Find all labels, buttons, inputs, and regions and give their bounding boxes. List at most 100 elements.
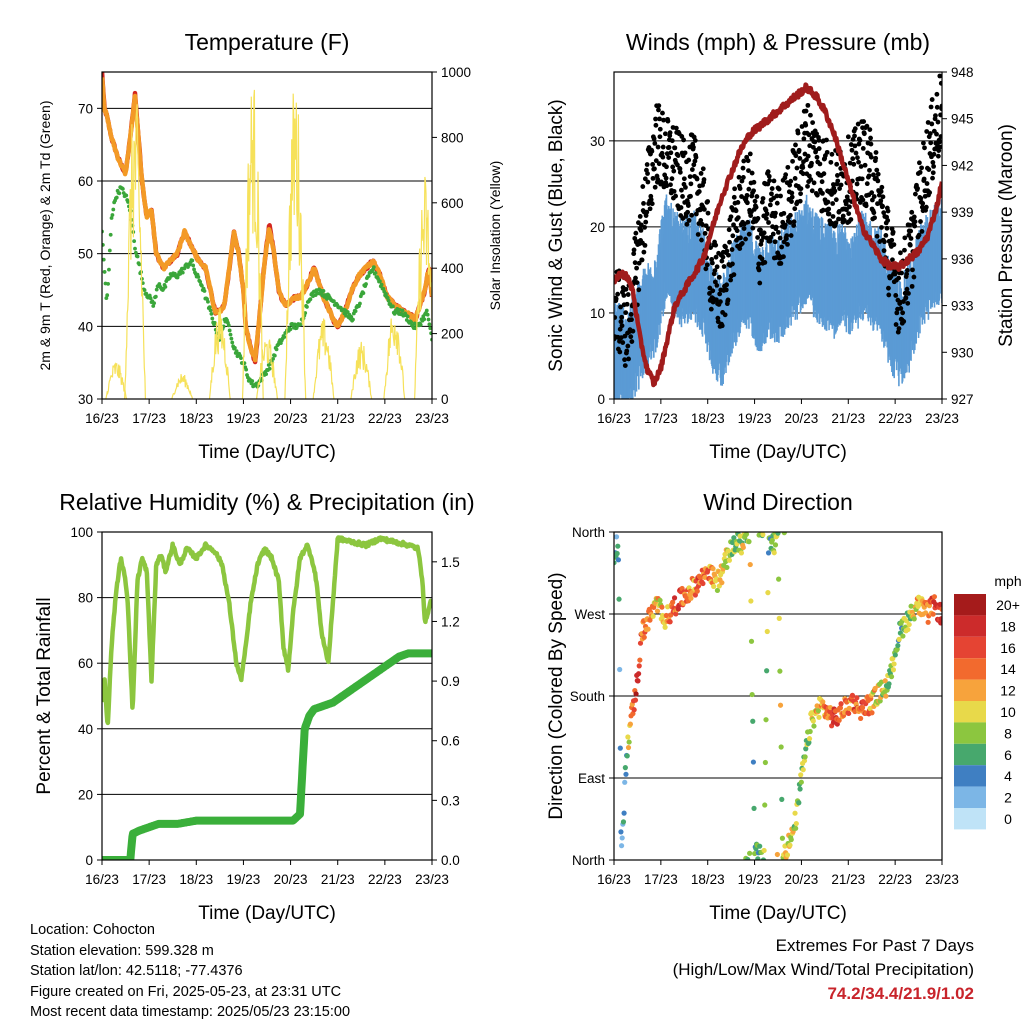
direction-point (614, 534, 620, 540)
gust-point (860, 197, 866, 203)
direction-point (751, 805, 757, 811)
direction-point (777, 702, 784, 708)
x-tick-label: 18/23 (179, 872, 213, 887)
direction-point (846, 710, 852, 717)
gust-point (710, 260, 715, 266)
gust-point (751, 188, 756, 194)
gust-point (693, 211, 699, 217)
dewpoint-point (191, 263, 196, 268)
chart-title: Winds (mph) & Pressure (mb) (626, 29, 930, 55)
gust-point (790, 158, 795, 164)
gust-point (843, 201, 849, 207)
plot-frame (613, 531, 943, 861)
gust-point (808, 177, 814, 182)
dewpoint-point (107, 248, 112, 253)
gust-point (879, 225, 884, 230)
gust-point (904, 286, 910, 292)
gust-point (864, 181, 870, 187)
gust-point (840, 213, 846, 219)
direction-point (806, 736, 813, 742)
gust-point (909, 283, 915, 289)
dewpoint-point (250, 379, 255, 383)
gust-point (934, 104, 940, 110)
direction-point (859, 705, 866, 711)
direction-point (776, 576, 782, 582)
gust-point (879, 184, 885, 190)
gust-point (877, 239, 883, 244)
gust-point (717, 291, 723, 297)
gust-point (624, 301, 630, 307)
gust-point (938, 134, 942, 139)
gust-point (797, 156, 803, 161)
gust-point (774, 200, 780, 206)
solar-spike (284, 93, 307, 399)
y-tick-label: 40 (78, 319, 93, 334)
gust-point (661, 117, 666, 123)
y2-tick-label: 800 (441, 130, 464, 145)
direction-point (858, 715, 864, 722)
dewpoint-point (182, 266, 187, 271)
direction-point (892, 652, 898, 658)
direction-point (615, 557, 622, 563)
dewpoint-point (384, 292, 388, 296)
gust-point (679, 134, 685, 139)
chart-panel-3: Relative Humidity (%) & Precipitation (i… (34, 489, 475, 924)
gust-point (775, 229, 781, 235)
gust-point (824, 149, 830, 155)
y2-tick-label: 1000 (441, 65, 471, 80)
direction-point (778, 744, 784, 750)
gust-point (672, 145, 678, 151)
dewpoint-point (379, 282, 384, 287)
gust-point (648, 197, 654, 203)
gust-point (825, 199, 831, 205)
gust-point (665, 118, 671, 124)
gust-point (724, 248, 730, 254)
gust-point (649, 201, 655, 207)
direction-point (896, 636, 902, 642)
gust-point (681, 137, 687, 143)
gust-point (893, 293, 899, 298)
direction-point (618, 843, 625, 849)
direction-point (765, 550, 772, 556)
gust-point (928, 140, 934, 146)
gust-point (937, 144, 942, 150)
gust-point (634, 265, 639, 271)
direction-point (663, 612, 669, 619)
gust-point (835, 173, 840, 178)
gust-point (637, 214, 643, 219)
legend-label: 4 (1004, 768, 1012, 784)
direction-point (891, 661, 897, 667)
y-tick-label: 0 (597, 392, 605, 407)
gust-point (935, 119, 941, 125)
x-tick-label: 16/23 (85, 872, 119, 887)
y2-tick-label: 948 (951, 65, 974, 80)
direction-point (938, 620, 942, 626)
dewpoint-point (163, 285, 168, 289)
dewpoint-point (133, 250, 138, 255)
direction-point (798, 779, 804, 785)
gust-point (834, 161, 840, 167)
direction-point (748, 598, 754, 604)
gust-point (644, 209, 650, 215)
direction-point (621, 810, 627, 816)
y-tick-label: 0 (85, 853, 93, 868)
dewpoint-point (353, 309, 358, 314)
gust-point (773, 224, 779, 230)
gust-point (918, 195, 924, 201)
gust-point (767, 202, 773, 208)
dewpoint-point (232, 346, 237, 350)
direction-point (798, 772, 804, 778)
gust-point (641, 249, 647, 255)
gust-point (852, 126, 858, 132)
dewpoint-point (148, 296, 153, 301)
direction-point (800, 767, 806, 773)
gust-point (614, 296, 619, 302)
gust-point (671, 188, 677, 194)
gust-point (758, 241, 764, 247)
gust-point (652, 166, 657, 172)
direction-point (867, 705, 873, 712)
direction-point (772, 542, 779, 548)
gust-point (629, 339, 635, 344)
dewpoint-point (102, 270, 107, 274)
dewpoint-point (202, 289, 207, 293)
